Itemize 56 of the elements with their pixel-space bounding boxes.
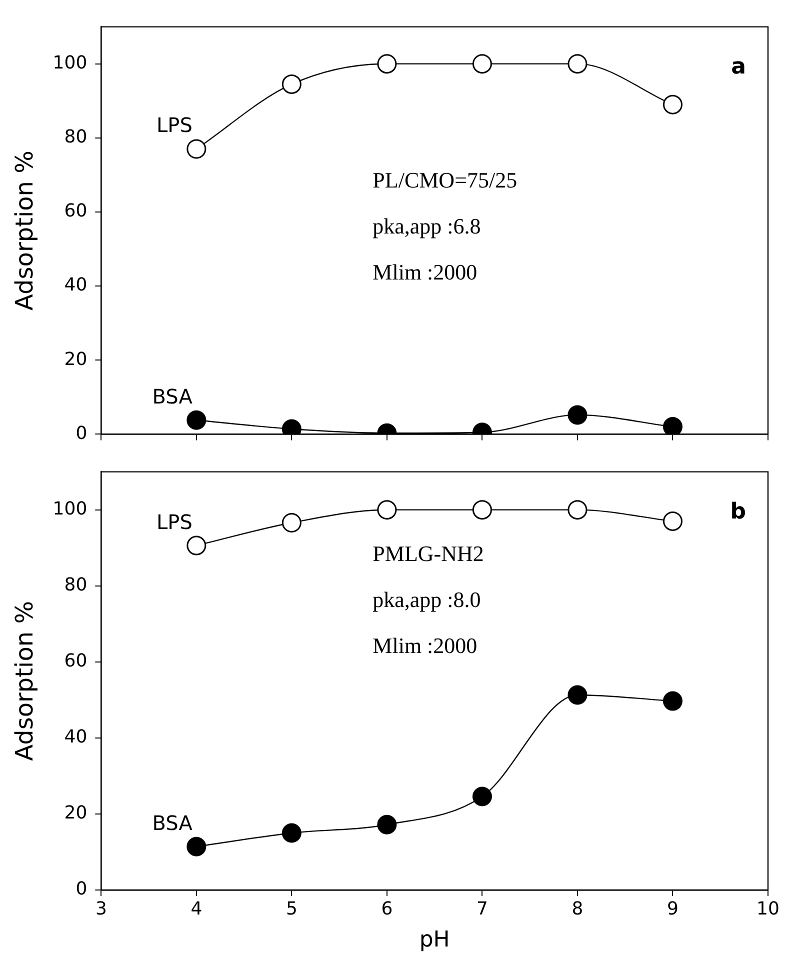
series-label: LPS [156,510,192,534]
point [568,685,588,705]
y-tick-label: 100 [52,52,88,74]
x-tick-label: 8 [572,898,584,920]
y-tick-label: 100 [52,498,88,520]
point [282,512,302,532]
point [472,54,492,74]
y-axis-title: Adsorption % [10,150,39,310]
y-axis-title: Adsorption % [10,600,39,761]
point [282,823,302,843]
annotation: pka,app :6.8 [372,213,481,238]
point [377,54,397,74]
point [186,410,206,430]
point [472,500,492,520]
point [662,417,682,434]
series-label: BSA [152,384,193,408]
point [377,814,397,834]
y-tick-label: 60 [64,200,88,222]
point [186,139,206,159]
y-tick-label: 40 [64,274,88,296]
point [186,536,206,556]
point [568,54,588,74]
x-tick-label: 3 [95,898,107,920]
point [282,74,302,94]
x-tick-label: 5 [286,898,298,920]
point [568,500,588,520]
y-tick-label: 0 [76,422,88,444]
y-tick-label: 60 [64,650,88,672]
y-tick-label: 20 [64,802,88,824]
annotation: Mlim :2000 [372,259,478,284]
x-tick-label: 10 [756,898,780,920]
y-tick-label: 40 [64,726,88,748]
point [472,786,492,806]
annotation: a [731,54,746,80]
point [186,836,206,856]
annotation: b [730,500,746,525]
point [662,691,682,711]
annotation: PMLG-NH2 [372,541,484,566]
x-tick-label: 9 [667,898,678,920]
y-tick-label: 80 [64,574,88,596]
annotation: pka,app :8.0 [372,587,481,612]
y-tick-label: 20 [64,348,88,370]
x-tick-label: 6 [381,898,393,920]
x-tick-label: 7 [476,898,488,920]
y-tick-label: 0 [76,878,88,900]
annotation: PL/CMO=75/25 [372,167,518,192]
series-label: LPS [156,113,192,138]
series-label: BSA [152,810,193,835]
annotation: Mlim :2000 [372,633,478,658]
point [662,94,682,114]
point [568,405,588,425]
point [377,500,397,520]
point [662,511,682,531]
x-tick-label: 4 [190,898,202,920]
x-axis-title: pH [419,928,450,953]
y-tick-label: 80 [64,126,88,148]
